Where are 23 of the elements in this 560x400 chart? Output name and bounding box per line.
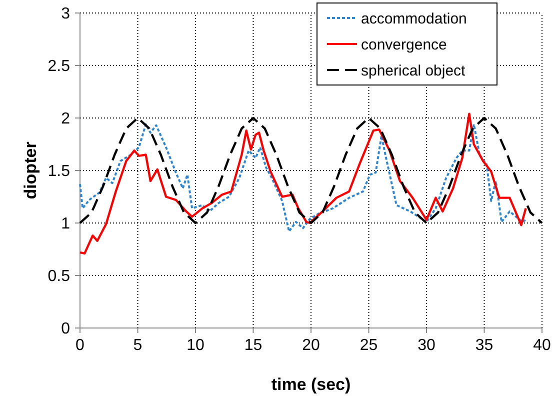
x-tick-label: 35 [475,337,494,354]
x-tick-label: 25 [360,337,378,354]
y-tick-label: 0.5 [48,268,70,286]
legend-label: convergence [361,36,447,54]
x-tick-label: 0 [76,337,85,354]
y-tick-label: 1 [61,216,70,233]
y-tick-label: 3 [61,6,70,23]
y-tick-label: 1.5 [48,163,70,180]
x-tick-label: 40 [533,337,551,354]
x-tick-label: 30 [418,337,436,354]
line-series [78,112,527,255]
legend-label: spherical object [361,62,466,80]
y-tick-label: 2 [61,110,70,128]
x-tick-label: 15 [244,337,262,354]
y-tick-label: 0 [61,320,70,338]
x-axis-title: time (sec) [271,375,351,394]
x-tick-label: 20 [302,337,320,354]
y-axis-title: diopter [21,141,40,200]
x-tick-label: 5 [133,337,142,354]
x-tick-label: 10 [186,337,204,354]
y-tick-label: 2.5 [48,58,70,76]
line-series [79,123,527,232]
legend-label: accommodation [361,10,467,28]
